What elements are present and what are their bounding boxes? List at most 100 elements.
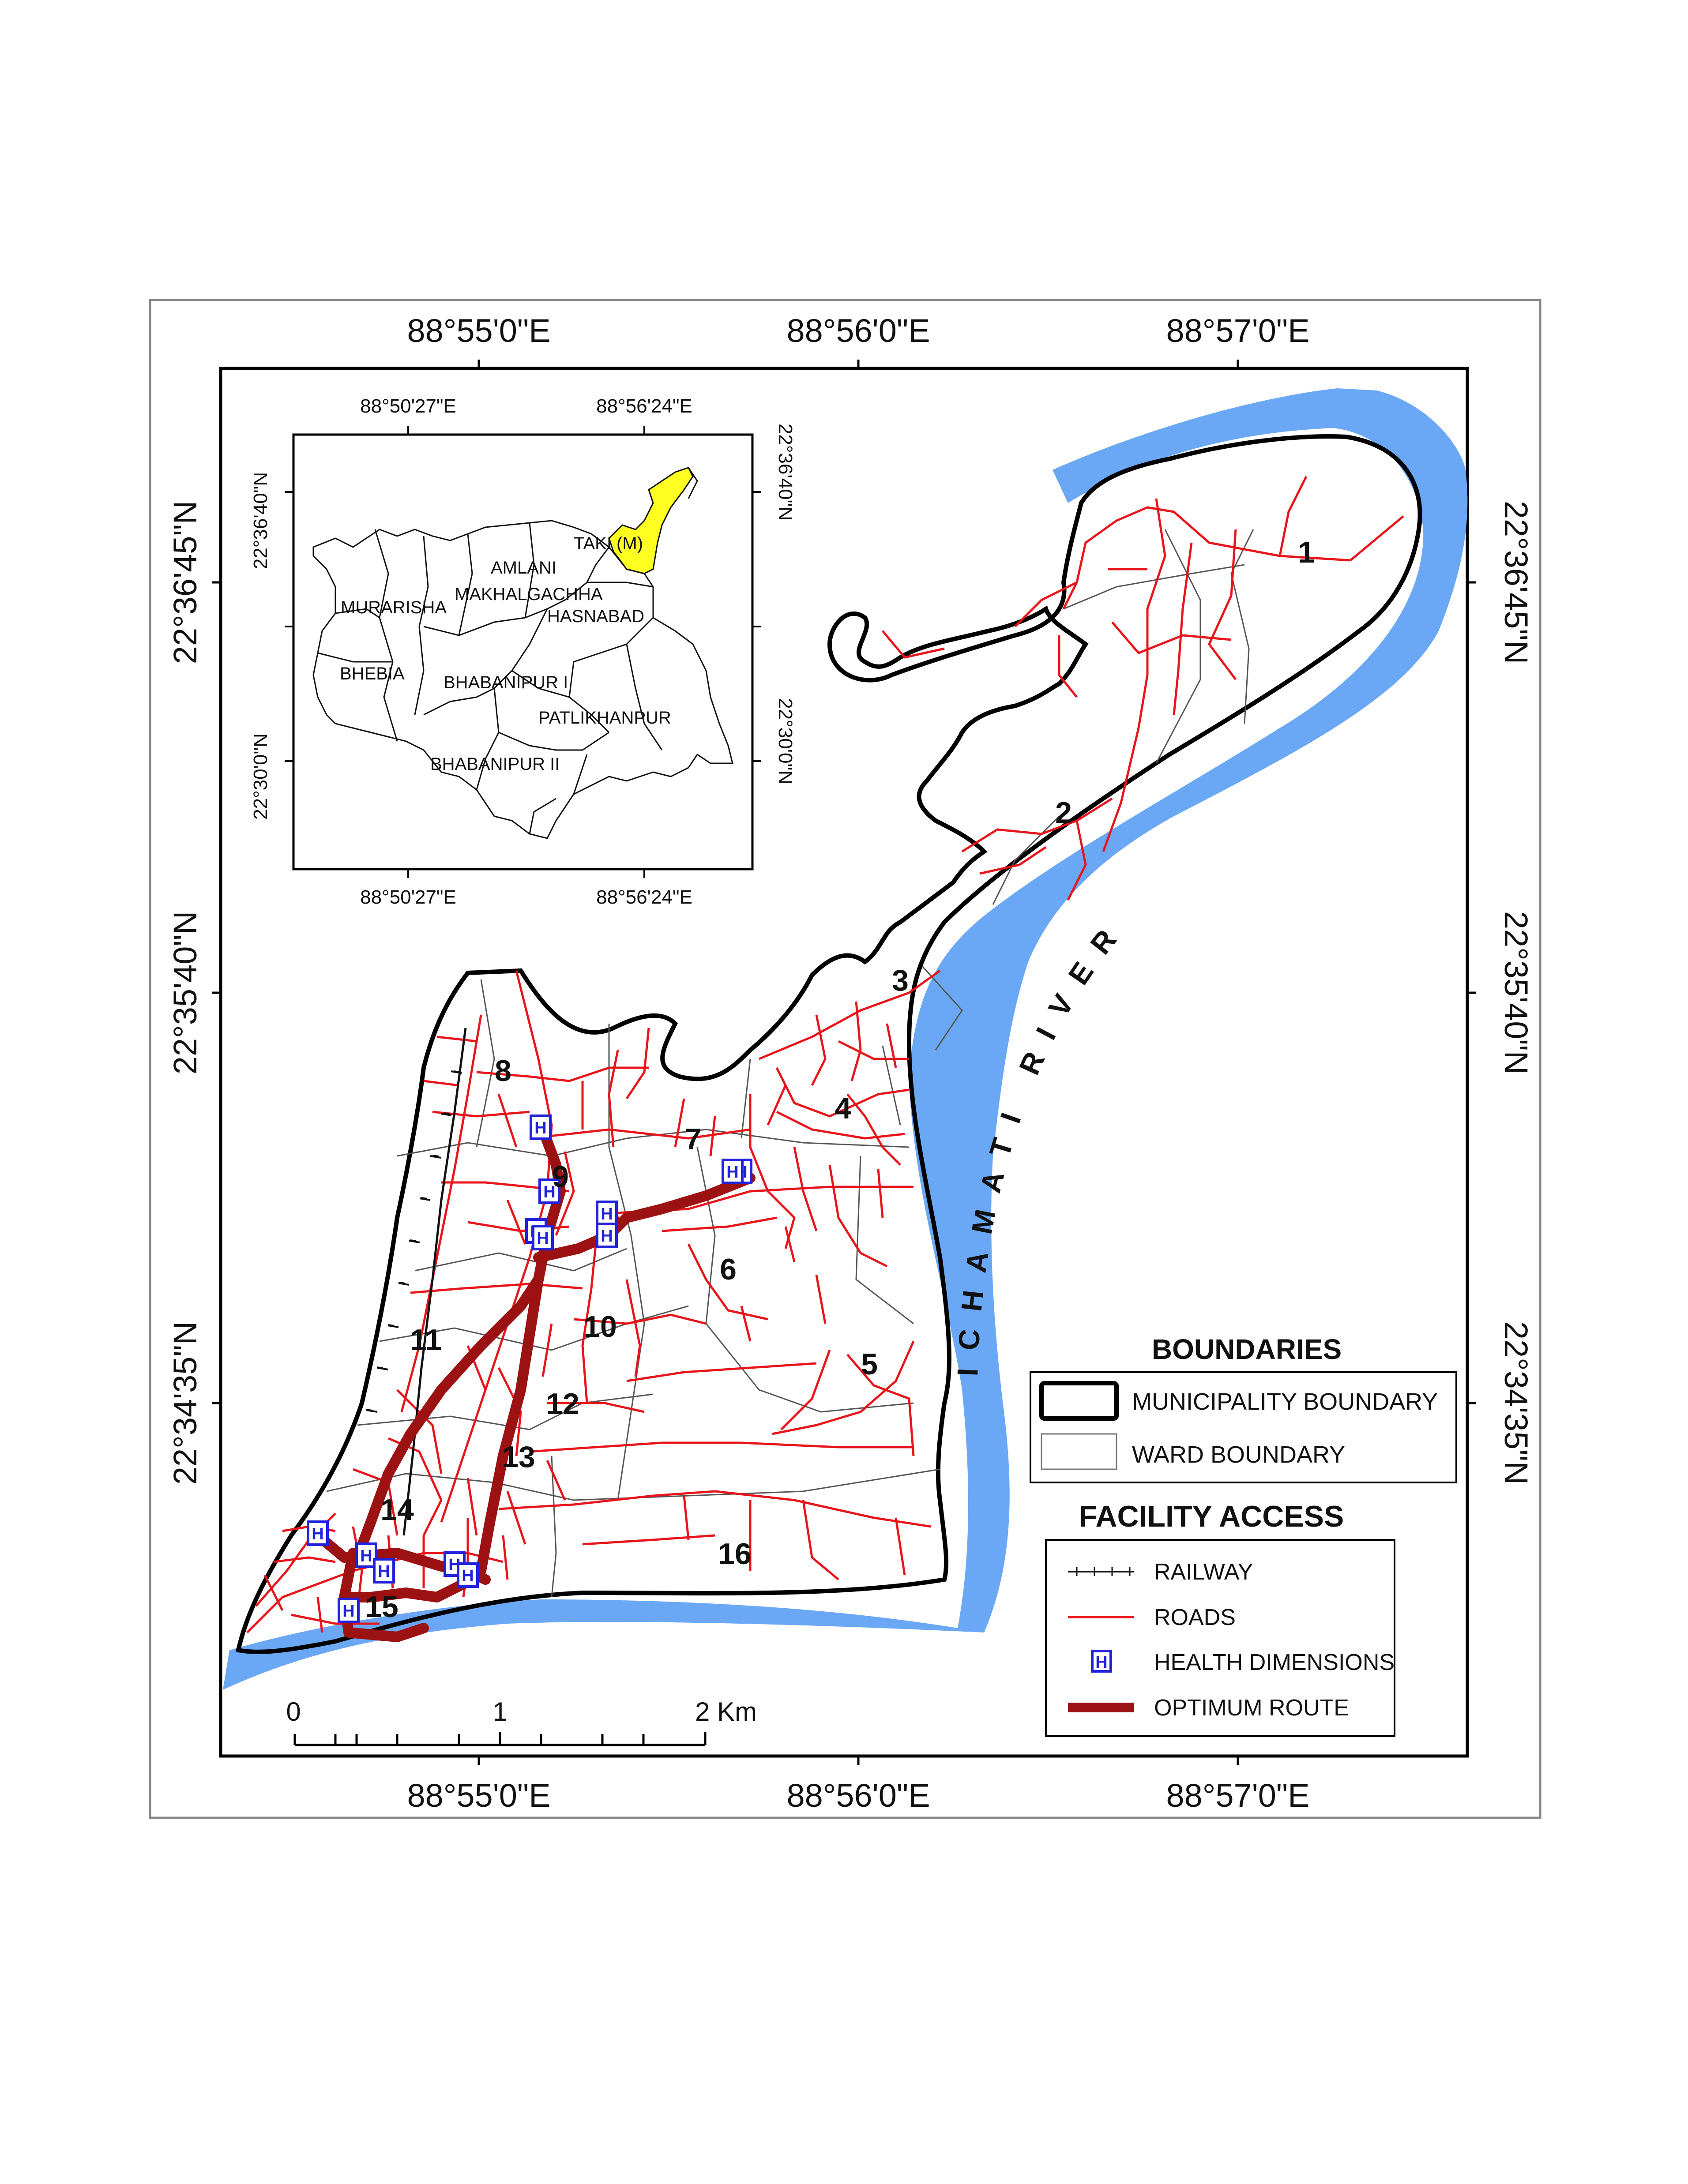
- svg-text:H: H: [726, 1163, 738, 1182]
- left-label-2: 22°35'40"N: [167, 911, 203, 1074]
- health-facility-marker: H: [538, 1178, 560, 1204]
- ward-label-6: 6: [720, 1253, 737, 1286]
- bottom-label-3: 88°57'0"E: [1166, 1777, 1309, 1814]
- legend-municipality-label: MUNICIPALITY BOUNDARY: [1132, 1388, 1438, 1415]
- inset-place-amlani: AMLANI: [491, 558, 556, 578]
- bottom-label-1: 88°55'0"E: [407, 1777, 550, 1814]
- legend-boundaries: BOUNDARIES MUNICIPALITY BOUNDARY WARD BO…: [1030, 1333, 1457, 1483]
- svg-text:H: H: [534, 1119, 546, 1137]
- ward-label-3: 3: [892, 964, 909, 997]
- health-facility-marker: H: [596, 1201, 618, 1226]
- right-coordinate-labels: 22°36'45"N 22°35'40"N 22°34'35"N: [1498, 501, 1534, 1485]
- legend-municipality-swatch: [1039, 1381, 1119, 1421]
- ward-label-13: 13: [502, 1440, 535, 1474]
- ward-boundaries: [326, 529, 1254, 1598]
- map-frame: [212, 360, 1476, 1765]
- svg-text:H: H: [601, 1227, 613, 1246]
- top-label-2: 88°56'0"E: [786, 312, 930, 349]
- left-label-3: 22°34'35"N: [167, 1321, 203, 1485]
- bottom-label-2: 88°56'0"E: [786, 1777, 930, 1814]
- right-label-3: 22°34'35"N: [1498, 1321, 1534, 1485]
- health-facility-marker: H: [373, 1558, 395, 1584]
- health-facility-marker: H: [530, 1115, 552, 1140]
- legend-ward-label: WARD BOUNDARY: [1132, 1441, 1345, 1468]
- scale-label-1: 1: [492, 1697, 507, 1726]
- ward-label-2: 2: [1055, 796, 1072, 829]
- taki-municipality-highlight: [608, 467, 694, 574]
- svg-text:H: H: [601, 1205, 613, 1223]
- svg-text:H: H: [462, 1567, 474, 1585]
- ward-label-5: 5: [861, 1347, 878, 1381]
- left-label-1: 22°36'45"N: [167, 501, 203, 664]
- ward-labels: 1 2 3 4 5 6 7 8 9 10 11 12 13 14 15 16: [365, 536, 1315, 1624]
- ward-label-11: 11: [410, 1323, 442, 1357]
- right-label-2: 22°35'40"N: [1498, 911, 1534, 1074]
- health-facility-marker: H: [596, 1223, 618, 1248]
- inset-place-bhabanipur-1: BHABANIPUR I: [444, 673, 568, 692]
- inset-left-label-2: 22°30'0"N: [250, 733, 271, 820]
- inset-right-label-2: 22°30'0"N: [774, 698, 796, 784]
- ward-label-1: 1: [1298, 536, 1315, 569]
- legend-roads-label: ROADS: [1154, 1605, 1236, 1630]
- inset-place-hasnabad: HASNABAD: [547, 607, 644, 626]
- scale-label-2: 2 Km: [695, 1697, 757, 1726]
- ward-label-8: 8: [495, 1054, 511, 1088]
- inset-left-label-1: 22°36'40"N: [250, 472, 271, 569]
- top-label-3: 88°57'0"E: [1166, 312, 1309, 349]
- ward-label-7: 7: [684, 1122, 701, 1156]
- road-network: [246, 476, 1404, 1633]
- inset-place-makhalgachha: MAKHALGACHHA: [455, 585, 603, 604]
- health-facility-marker: H: [355, 1542, 377, 1568]
- top-coordinate-labels: 88°55'0"E 88°56'0"E 88°57'0"E: [407, 312, 1309, 349]
- left-coordinate-labels: 22°36'45"N 22°35'40"N 22°34'35"N: [167, 501, 203, 1485]
- scale-label-0: 0: [286, 1697, 301, 1726]
- health-facility-marker: H: [722, 1159, 744, 1184]
- inset-top-label-1: 88°50'27"E: [360, 395, 456, 417]
- inset-bottom-label-2: 88°56'24"E: [596, 886, 692, 908]
- svg-text:H: H: [378, 1562, 390, 1581]
- legend-railway-label: RAILWAY: [1154, 1559, 1253, 1585]
- inset-place-murarisha: MURARISHA: [341, 598, 447, 617]
- svg-text:H: H: [360, 1547, 372, 1565]
- ward-label-10: 10: [583, 1310, 617, 1343]
- ward-label-16: 16: [718, 1537, 752, 1571]
- ward-label-9: 9: [552, 1160, 569, 1193]
- legend-facility: FACILITY ACCESS RAILWAY ROADS H HEALTH D…: [1045, 1500, 1395, 1737]
- top-label-1: 88°55'0"E: [407, 312, 550, 349]
- health-facility-marker: H: [457, 1562, 479, 1588]
- outer-border: [149, 299, 1541, 1819]
- legend-health-label: HEALTH DIMENSIONS: [1154, 1650, 1395, 1675]
- legend-ward-swatch: [1041, 1433, 1117, 1470]
- railway: [365, 1028, 467, 1536]
- inset-place-bhabanipur-2: BHABANIPUR II: [430, 754, 560, 774]
- ward-label-12: 12: [546, 1387, 579, 1421]
- legend-health-swatch: [1091, 1650, 1112, 1673]
- health-facility-marker: H: [338, 1598, 360, 1623]
- legend-health-symbol: H: [1095, 1653, 1107, 1672]
- inset-map: 88°50'27"E 88°56'24"E 88°50'27"E 88°56'2…: [250, 395, 796, 908]
- legend-route-label: OPTIMUM ROUTE: [1154, 1695, 1349, 1721]
- legend-facility-title: FACILITY ACCESS: [1079, 1500, 1344, 1533]
- legend-boundaries-title: BOUNDARIES: [1152, 1333, 1342, 1365]
- inset-top-label-2: 88°56'24"E: [596, 395, 692, 417]
- ward-label-14: 14: [380, 1493, 414, 1527]
- health-facility-marker: H: [532, 1225, 554, 1250]
- inset-place-taki: TAKI (M): [574, 534, 643, 553]
- svg-text:H: H: [543, 1183, 555, 1201]
- inset-place-patlikhanpur: PATLIKHANPUR: [538, 708, 671, 728]
- municipality-boundary: [236, 434, 1422, 1654]
- inset-place-bhebia: BHEBIA: [340, 664, 405, 683]
- health-facility-marker: H: [307, 1520, 329, 1546]
- scale-bar: 0 1 2 Km: [286, 1697, 757, 1746]
- health-markers: HHHHHHHHHHHHHH: [307, 1115, 752, 1623]
- bottom-coordinate-labels: 88°55'0"E 88°56'0"E 88°57'0"E: [407, 1777, 1309, 1814]
- svg-text:H: H: [537, 1229, 549, 1248]
- inset-bottom-label-1: 88°50'27"E: [360, 886, 456, 908]
- svg-text:H: H: [342, 1602, 354, 1621]
- right-label-1: 22°36'45"N: [1498, 501, 1534, 664]
- inset-right-label-1: 22°36'40"N: [774, 424, 796, 521]
- svg-text:H: H: [312, 1525, 323, 1543]
- ward-label-15: 15: [365, 1590, 399, 1624]
- ward-label-4: 4: [835, 1092, 851, 1125]
